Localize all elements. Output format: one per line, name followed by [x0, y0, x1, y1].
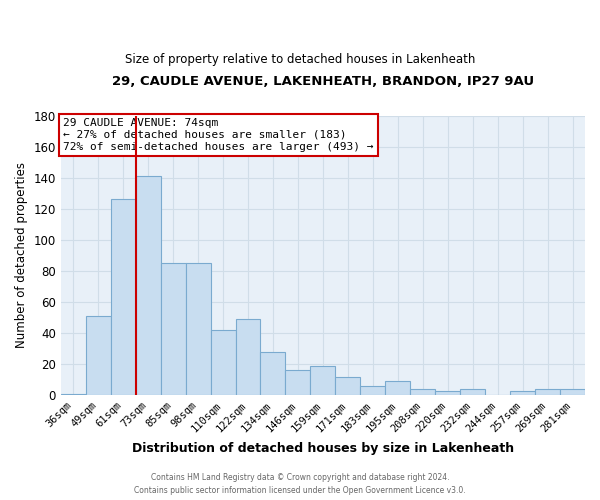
Bar — [161, 263, 185, 395]
Title: 29, CAUDLE AVENUE, LAKENHEATH, BRANDON, IP27 9AU: 29, CAUDLE AVENUE, LAKENHEATH, BRANDON, … — [112, 75, 534, 88]
Bar — [435, 390, 460, 395]
Text: Size of property relative to detached houses in Lakenheath: Size of property relative to detached ho… — [125, 52, 475, 66]
Bar — [236, 319, 260, 395]
Bar — [460, 389, 485, 395]
Bar — [361, 386, 385, 395]
Bar — [111, 200, 136, 395]
Y-axis label: Number of detached properties: Number of detached properties — [15, 162, 28, 348]
Text: 29 CAUDLE AVENUE: 74sqm
← 27% of detached houses are smaller (183)
72% of semi-d: 29 CAUDLE AVENUE: 74sqm ← 27% of detache… — [64, 118, 374, 152]
Bar — [211, 330, 236, 395]
X-axis label: Distribution of detached houses by size in Lakenheath: Distribution of detached houses by size … — [132, 442, 514, 455]
Bar — [385, 381, 410, 395]
Bar — [335, 376, 361, 395]
Bar — [61, 394, 86, 395]
Bar — [510, 390, 535, 395]
Bar — [410, 389, 435, 395]
Bar — [286, 370, 310, 395]
Bar — [185, 263, 211, 395]
Bar — [86, 316, 111, 395]
Bar — [310, 366, 335, 395]
Bar — [535, 389, 560, 395]
Bar — [560, 389, 585, 395]
Text: Contains HM Land Registry data © Crown copyright and database right 2024.
Contai: Contains HM Land Registry data © Crown c… — [134, 474, 466, 495]
Bar — [136, 176, 161, 395]
Bar — [260, 352, 286, 395]
